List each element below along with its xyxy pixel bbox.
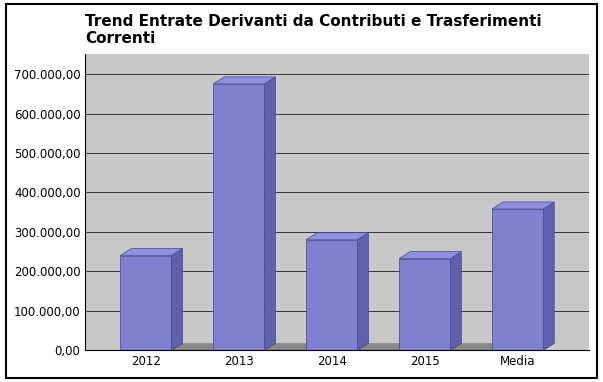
Polygon shape [213, 84, 264, 350]
Polygon shape [492, 209, 543, 350]
Polygon shape [543, 202, 554, 350]
Polygon shape [450, 252, 461, 350]
Polygon shape [120, 248, 183, 256]
Polygon shape [171, 248, 183, 350]
Polygon shape [399, 343, 461, 350]
Polygon shape [120, 256, 171, 350]
Polygon shape [306, 233, 368, 240]
Polygon shape [264, 77, 276, 350]
Polygon shape [399, 259, 450, 350]
Text: Trend Entrate Derivanti da Contributi e Trasferimenti
Correnti: Trend Entrate Derivanti da Contributi e … [86, 14, 542, 46]
Polygon shape [492, 343, 554, 350]
Polygon shape [306, 240, 357, 350]
Polygon shape [120, 343, 554, 350]
Polygon shape [492, 202, 554, 209]
Polygon shape [120, 343, 183, 350]
Polygon shape [357, 233, 368, 350]
Polygon shape [399, 252, 461, 259]
Polygon shape [306, 343, 368, 350]
Polygon shape [213, 77, 276, 84]
Polygon shape [213, 343, 276, 350]
